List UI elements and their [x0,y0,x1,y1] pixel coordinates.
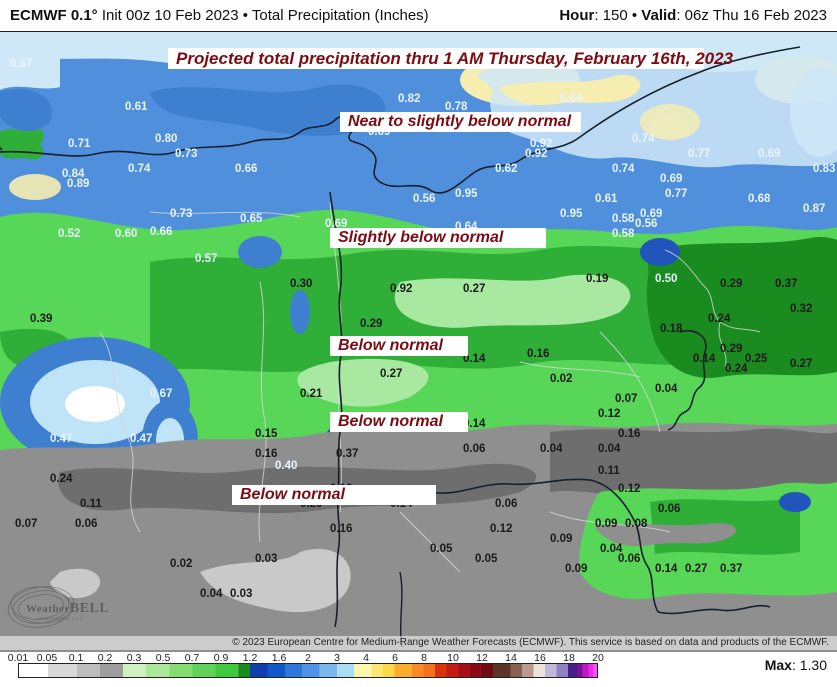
svg-text:0.80: 0.80 [155,133,177,145]
svg-text:0.18: 0.18 [660,323,683,335]
svg-text:0.29: 0.29 [720,343,742,355]
svg-text:0.56: 0.56 [413,193,435,205]
svg-text:0.69: 0.69 [640,208,662,220]
svg-text:0.52: 0.52 [58,228,80,240]
svg-text:0.71: 0.71 [68,138,91,150]
svg-text:0.50: 0.50 [655,273,677,285]
svg-text:0.04: 0.04 [200,588,223,600]
svg-text:0.37: 0.37 [336,448,358,460]
svg-text:0.74: 0.74 [632,133,655,145]
svg-text:0.05: 0.05 [430,543,453,555]
svg-text:0.65: 0.65 [240,213,263,225]
svg-text:0.16: 0.16 [255,448,277,460]
svg-text:0.11: 0.11 [80,498,102,510]
svg-text:WeatherBELL: WeatherBELL [26,601,109,616]
svg-text:0.77: 0.77 [688,148,710,160]
svg-text:0.39: 0.39 [30,313,52,325]
svg-text:0.06: 0.06 [75,518,97,530]
svg-text:0.03: 0.03 [230,588,252,600]
svg-text:0.73: 0.73 [170,208,192,220]
svg-text:0.77: 0.77 [665,188,687,200]
svg-text:0.07: 0.07 [615,393,637,405]
svg-text:0.19: 0.19 [586,273,608,285]
svg-text:0.16: 0.16 [527,348,549,360]
svg-text:0.07: 0.07 [15,518,37,530]
svg-text:0.12: 0.12 [598,408,620,420]
svg-text:0.32: 0.32 [790,303,812,315]
svg-text:0.40: 0.40 [275,460,297,472]
svg-text:0.27: 0.27 [380,368,402,380]
svg-text:0.74: 0.74 [612,163,635,175]
svg-text:0.06: 0.06 [463,443,485,455]
svg-text:0.60: 0.60 [115,228,137,240]
svg-text:0.02: 0.02 [170,558,192,570]
svg-text:0.25: 0.25 [745,353,768,365]
svg-text:0.06: 0.06 [658,503,680,515]
svg-text:0.64: 0.64 [560,93,583,105]
svg-text:0.69: 0.69 [758,148,780,160]
svg-text:0.66: 0.66 [150,226,172,238]
svg-text:0.89: 0.89 [67,178,89,190]
svg-text:0.09: 0.09 [565,563,587,575]
svg-text:0.47: 0.47 [130,433,152,445]
svg-text:0.04: 0.04 [598,443,621,455]
svg-text:0.09: 0.09 [595,518,617,530]
svg-text:0.24: 0.24 [50,473,73,485]
svg-text:0.69: 0.69 [660,173,682,185]
svg-text:0.02: 0.02 [550,373,572,385]
svg-text:0.95: 0.95 [560,208,583,220]
svg-text:0.27: 0.27 [685,563,707,575]
svg-text:0.82: 0.82 [398,93,420,105]
svg-text:0.12: 0.12 [490,523,512,535]
svg-text:0.29: 0.29 [360,318,382,330]
svg-text:0.16: 0.16 [330,523,352,535]
svg-text:0.67: 0.67 [10,58,32,70]
svg-text:0.11: 0.11 [598,465,620,477]
svg-text:0.61: 0.61 [125,101,148,113]
svg-text:0.67: 0.67 [150,388,172,400]
svg-text:0.74: 0.74 [128,163,151,175]
svg-text:0.58: 0.58 [612,213,635,225]
svg-text:0.83: 0.83 [813,163,835,175]
svg-text:0.66: 0.66 [235,163,257,175]
svg-text:0.14: 0.14 [655,563,678,575]
svg-text:0.06: 0.06 [618,553,640,565]
svg-text:0.04: 0.04 [655,383,678,395]
svg-text:0.58: 0.58 [612,228,635,240]
svg-text:0.30: 0.30 [290,278,312,290]
svg-text:0.24: 0.24 [708,313,731,325]
svg-text:0.05: 0.05 [475,553,498,565]
svg-text:0.03: 0.03 [255,553,277,565]
svg-text:0.12: 0.12 [618,483,640,495]
svg-text:0.04: 0.04 [540,443,563,455]
svg-text:0.29: 0.29 [720,278,742,290]
svg-text:0.61: 0.61 [595,193,618,205]
svg-text:0.21: 0.21 [300,388,323,400]
svg-text:0.68: 0.68 [748,193,771,205]
svg-text:0.27: 0.27 [790,358,812,370]
svg-text:0.95: 0.95 [455,188,478,200]
svg-text:0.14: 0.14 [693,353,716,365]
svg-text:0.27: 0.27 [463,283,485,295]
svg-text:0.62: 0.62 [495,163,517,175]
svg-text:0.16: 0.16 [618,428,640,440]
svg-text:0.92: 0.92 [530,138,552,150]
svg-text:0.92: 0.92 [390,283,412,295]
svg-text:0.37: 0.37 [720,563,742,575]
svg-text:0.09: 0.09 [550,533,572,545]
svg-text:0.08: 0.08 [625,518,648,530]
svg-text:0.15: 0.15 [255,428,278,440]
svg-text:0.87: 0.87 [803,203,825,215]
svg-text:0.57: 0.57 [195,253,217,265]
svg-text:ANALYTICS LLC: ANALYTICS LLC [36,616,84,621]
svg-text:0.37: 0.37 [775,278,797,290]
svg-text:0.73: 0.73 [175,148,197,160]
svg-text:0.06: 0.06 [495,498,517,510]
svg-text:0.47: 0.47 [50,433,72,445]
